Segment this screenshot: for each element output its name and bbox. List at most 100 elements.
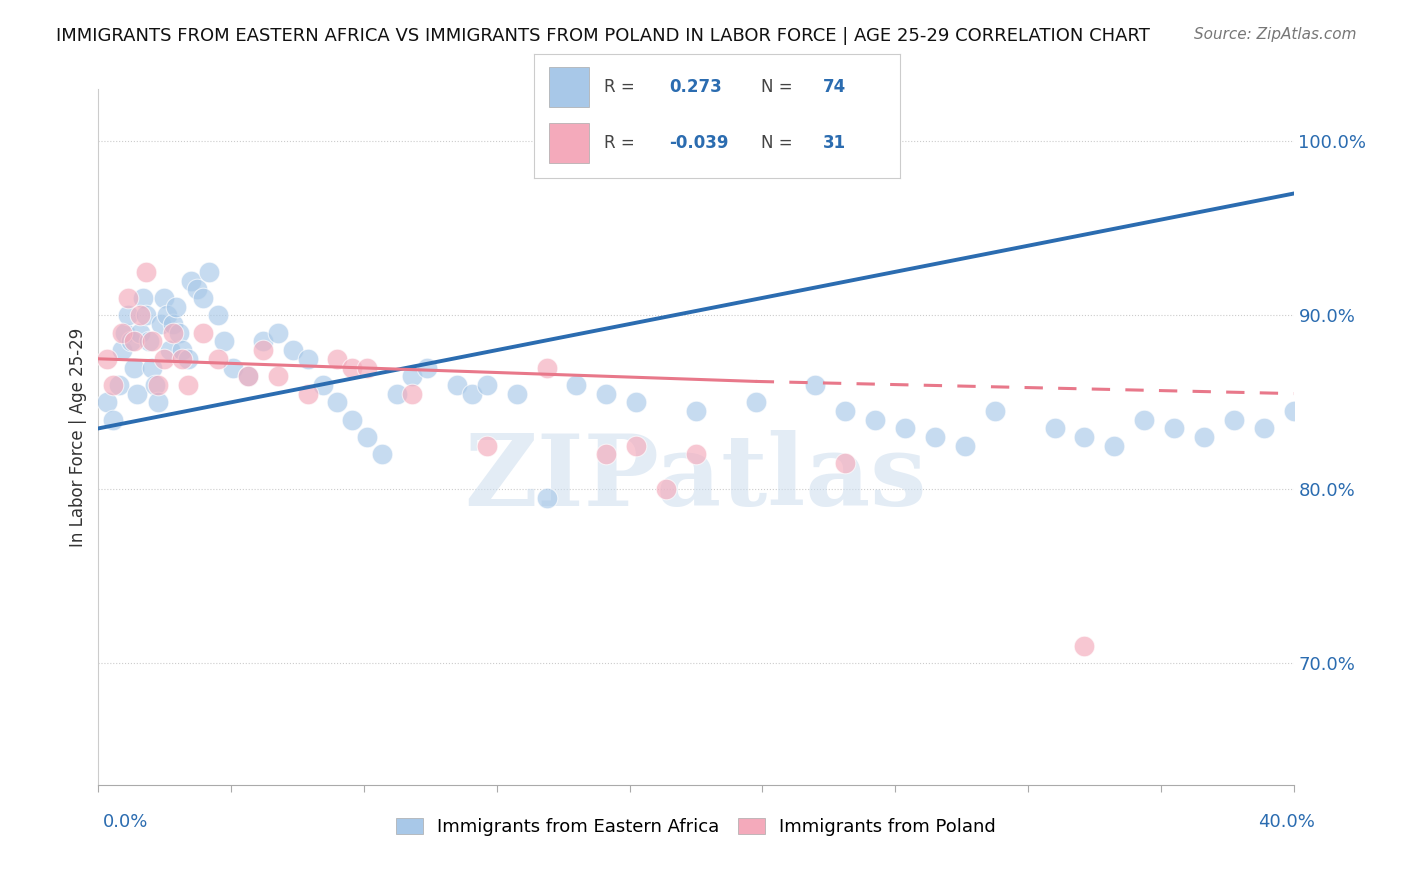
Point <box>236 369 259 384</box>
Point <box>135 309 157 323</box>
Point <box>111 343 134 358</box>
Point <box>1253 421 1275 435</box>
Point <box>1223 413 1246 427</box>
Point <box>281 343 304 358</box>
Point <box>655 483 678 497</box>
Point <box>685 404 707 418</box>
Point <box>267 326 290 340</box>
Point <box>685 448 707 462</box>
Point <box>326 395 349 409</box>
Point <box>1282 404 1305 418</box>
Point <box>129 309 152 323</box>
Point <box>595 386 617 401</box>
Point <box>96 395 118 409</box>
Point <box>401 386 423 401</box>
Point <box>1073 639 1095 653</box>
Point <box>167 326 190 340</box>
Point <box>124 334 146 349</box>
Point <box>207 309 229 323</box>
Point <box>236 369 259 384</box>
Point <box>626 439 648 453</box>
Text: 40.0%: 40.0% <box>1258 813 1315 830</box>
Point <box>565 378 588 392</box>
Point <box>191 291 214 305</box>
Text: 31: 31 <box>823 135 846 153</box>
Point <box>156 309 179 323</box>
Point <box>120 334 142 349</box>
Point <box>141 334 163 349</box>
FancyBboxPatch shape <box>548 67 589 107</box>
Point <box>865 413 887 427</box>
Point <box>212 334 235 349</box>
Point <box>924 430 946 444</box>
Point <box>834 404 856 418</box>
Text: N =: N = <box>761 78 797 96</box>
Point <box>180 274 202 288</box>
Point <box>267 369 290 384</box>
Point <box>536 360 558 375</box>
Point <box>177 378 200 392</box>
Text: IMMIGRANTS FROM EASTERN AFRICA VS IMMIGRANTS FROM POLAND IN LABOR FORCE | AGE 25: IMMIGRANTS FROM EASTERN AFRICA VS IMMIGR… <box>56 27 1150 45</box>
Point <box>198 265 221 279</box>
Point <box>475 378 498 392</box>
Point <box>148 378 170 392</box>
Point <box>626 395 648 409</box>
Point <box>297 386 319 401</box>
Point <box>356 360 378 375</box>
Point <box>252 334 274 349</box>
Point <box>132 291 155 305</box>
Point <box>96 351 118 366</box>
Point <box>135 265 157 279</box>
Point <box>385 386 409 401</box>
Text: ZIPatlas: ZIPatlas <box>465 430 927 527</box>
Point <box>143 378 166 392</box>
Point <box>153 291 176 305</box>
Point <box>127 386 149 401</box>
Point <box>252 343 274 358</box>
Legend: Immigrants from Eastern Africa, Immigrants from Poland: Immigrants from Eastern Africa, Immigran… <box>387 809 1005 846</box>
Point <box>342 413 364 427</box>
Text: 0.0%: 0.0% <box>103 813 148 830</box>
Point <box>117 291 139 305</box>
Text: 0.273: 0.273 <box>669 78 723 96</box>
Text: -0.039: -0.039 <box>669 135 730 153</box>
Point <box>103 378 125 392</box>
Point <box>177 351 200 366</box>
Point <box>141 360 163 375</box>
Point <box>186 282 208 296</box>
Point <box>595 448 617 462</box>
Point <box>162 317 184 331</box>
Point <box>124 360 146 375</box>
Point <box>1133 413 1156 427</box>
Point <box>984 404 1007 418</box>
Text: Source: ZipAtlas.com: Source: ZipAtlas.com <box>1194 27 1357 42</box>
Point <box>1073 430 1095 444</box>
Text: R =: R = <box>603 78 640 96</box>
Point <box>222 360 245 375</box>
Point <box>371 448 394 462</box>
Point <box>506 386 529 401</box>
Point <box>103 413 125 427</box>
Point <box>207 351 229 366</box>
Point <box>129 326 152 340</box>
Point <box>536 491 558 505</box>
Text: R =: R = <box>603 135 640 153</box>
Point <box>172 343 194 358</box>
Point <box>165 300 187 314</box>
Point <box>401 369 423 384</box>
Point <box>148 395 170 409</box>
Point <box>834 456 856 470</box>
Point <box>894 421 917 435</box>
Point <box>153 351 176 366</box>
Point <box>953 439 976 453</box>
Point <box>138 334 160 349</box>
Point <box>159 343 181 358</box>
Point <box>461 386 484 401</box>
Point <box>1192 430 1215 444</box>
Point <box>356 430 378 444</box>
Text: N =: N = <box>761 135 797 153</box>
FancyBboxPatch shape <box>548 123 589 163</box>
Point <box>297 351 319 366</box>
Point <box>475 439 498 453</box>
Point <box>311 378 333 392</box>
